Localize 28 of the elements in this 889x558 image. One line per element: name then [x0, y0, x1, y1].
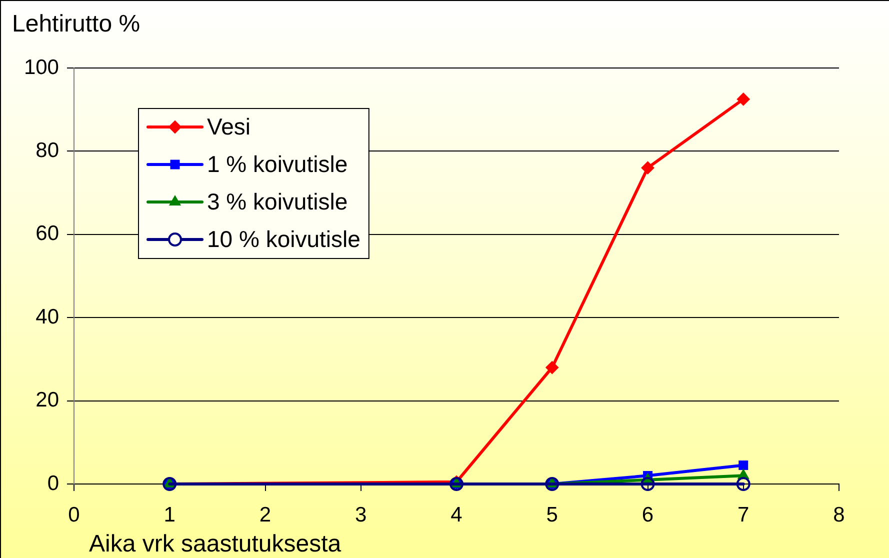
point	[546, 361, 559, 374]
x-tick-label: 7	[738, 503, 750, 526]
x-tick-label: 3	[355, 503, 367, 526]
x-tick-label: 5	[546, 503, 558, 526]
legend-label: 10 % koivutisle	[207, 226, 360, 252]
legend-label: 1 % koivutisle	[207, 150, 348, 177]
x-tick-label: 1	[164, 503, 176, 526]
y-tick-label: 40	[36, 305, 59, 328]
x-tick-label: 6	[642, 503, 654, 526]
y-tick-label: 20	[36, 388, 59, 412]
point	[640, 477, 655, 491]
y-tick-label: 0	[47, 472, 59, 495]
point	[736, 477, 750, 491]
point	[736, 92, 750, 106]
point	[641, 161, 654, 174]
legend-label: 3 % koivutisle	[207, 188, 348, 214]
x-tick-label: 8	[833, 503, 845, 526]
legend-label: Vesi	[207, 113, 250, 140]
point	[738, 460, 748, 470]
x-tick-label: 2	[259, 503, 272, 526]
y-axis-title: Lehtirutto %	[12, 10, 140, 38]
y-tick-label: 60	[36, 222, 59, 246]
x-axis-title: Aika vrk saastutuksesta	[89, 530, 342, 558]
y-tick-label: 100	[24, 56, 59, 79]
x-tick-label: 0	[68, 503, 80, 526]
point	[545, 477, 560, 491]
x-tick-label: 4	[450, 503, 463, 526]
y-tick-label: 80	[36, 138, 59, 162]
